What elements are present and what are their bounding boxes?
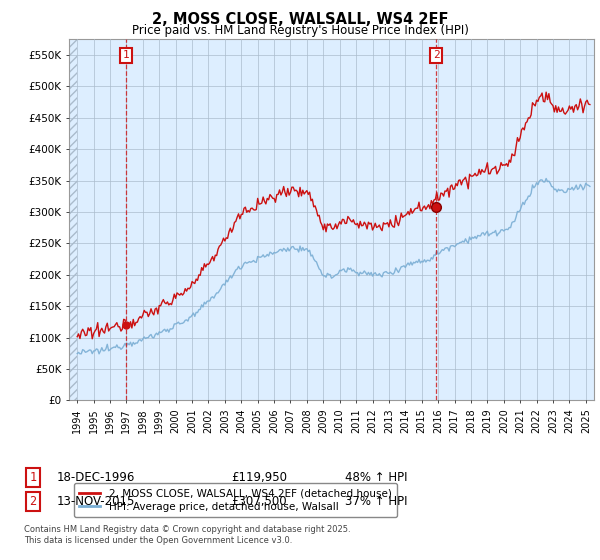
Text: 2, MOSS CLOSE, WALSALL, WS4 2EF: 2, MOSS CLOSE, WALSALL, WS4 2EF [152, 12, 448, 27]
Text: Contains HM Land Registry data © Crown copyright and database right 2025.
This d: Contains HM Land Registry data © Crown c… [24, 525, 350, 545]
Text: 1: 1 [29, 470, 37, 484]
Text: 37% ↑ HPI: 37% ↑ HPI [345, 494, 407, 508]
Bar [69, 39, 77, 400]
Text: £119,950: £119,950 [231, 470, 287, 484]
Text: 48% ↑ HPI: 48% ↑ HPI [345, 470, 407, 484]
Text: 1: 1 [122, 50, 129, 60]
Text: £307,500: £307,500 [231, 494, 287, 508]
Text: 2: 2 [29, 494, 37, 508]
Legend: 2, MOSS CLOSE, WALSALL, WS4 2EF (detached house), HPI: Average price, detached h: 2, MOSS CLOSE, WALSALL, WS4 2EF (detache… [74, 483, 397, 517]
Text: 18-DEC-1996: 18-DEC-1996 [57, 470, 136, 484]
Text: Price paid vs. HM Land Registry's House Price Index (HPI): Price paid vs. HM Land Registry's House … [131, 24, 469, 36]
Text: 13-NOV-2015: 13-NOV-2015 [57, 494, 136, 508]
Text: 2: 2 [433, 50, 439, 60]
